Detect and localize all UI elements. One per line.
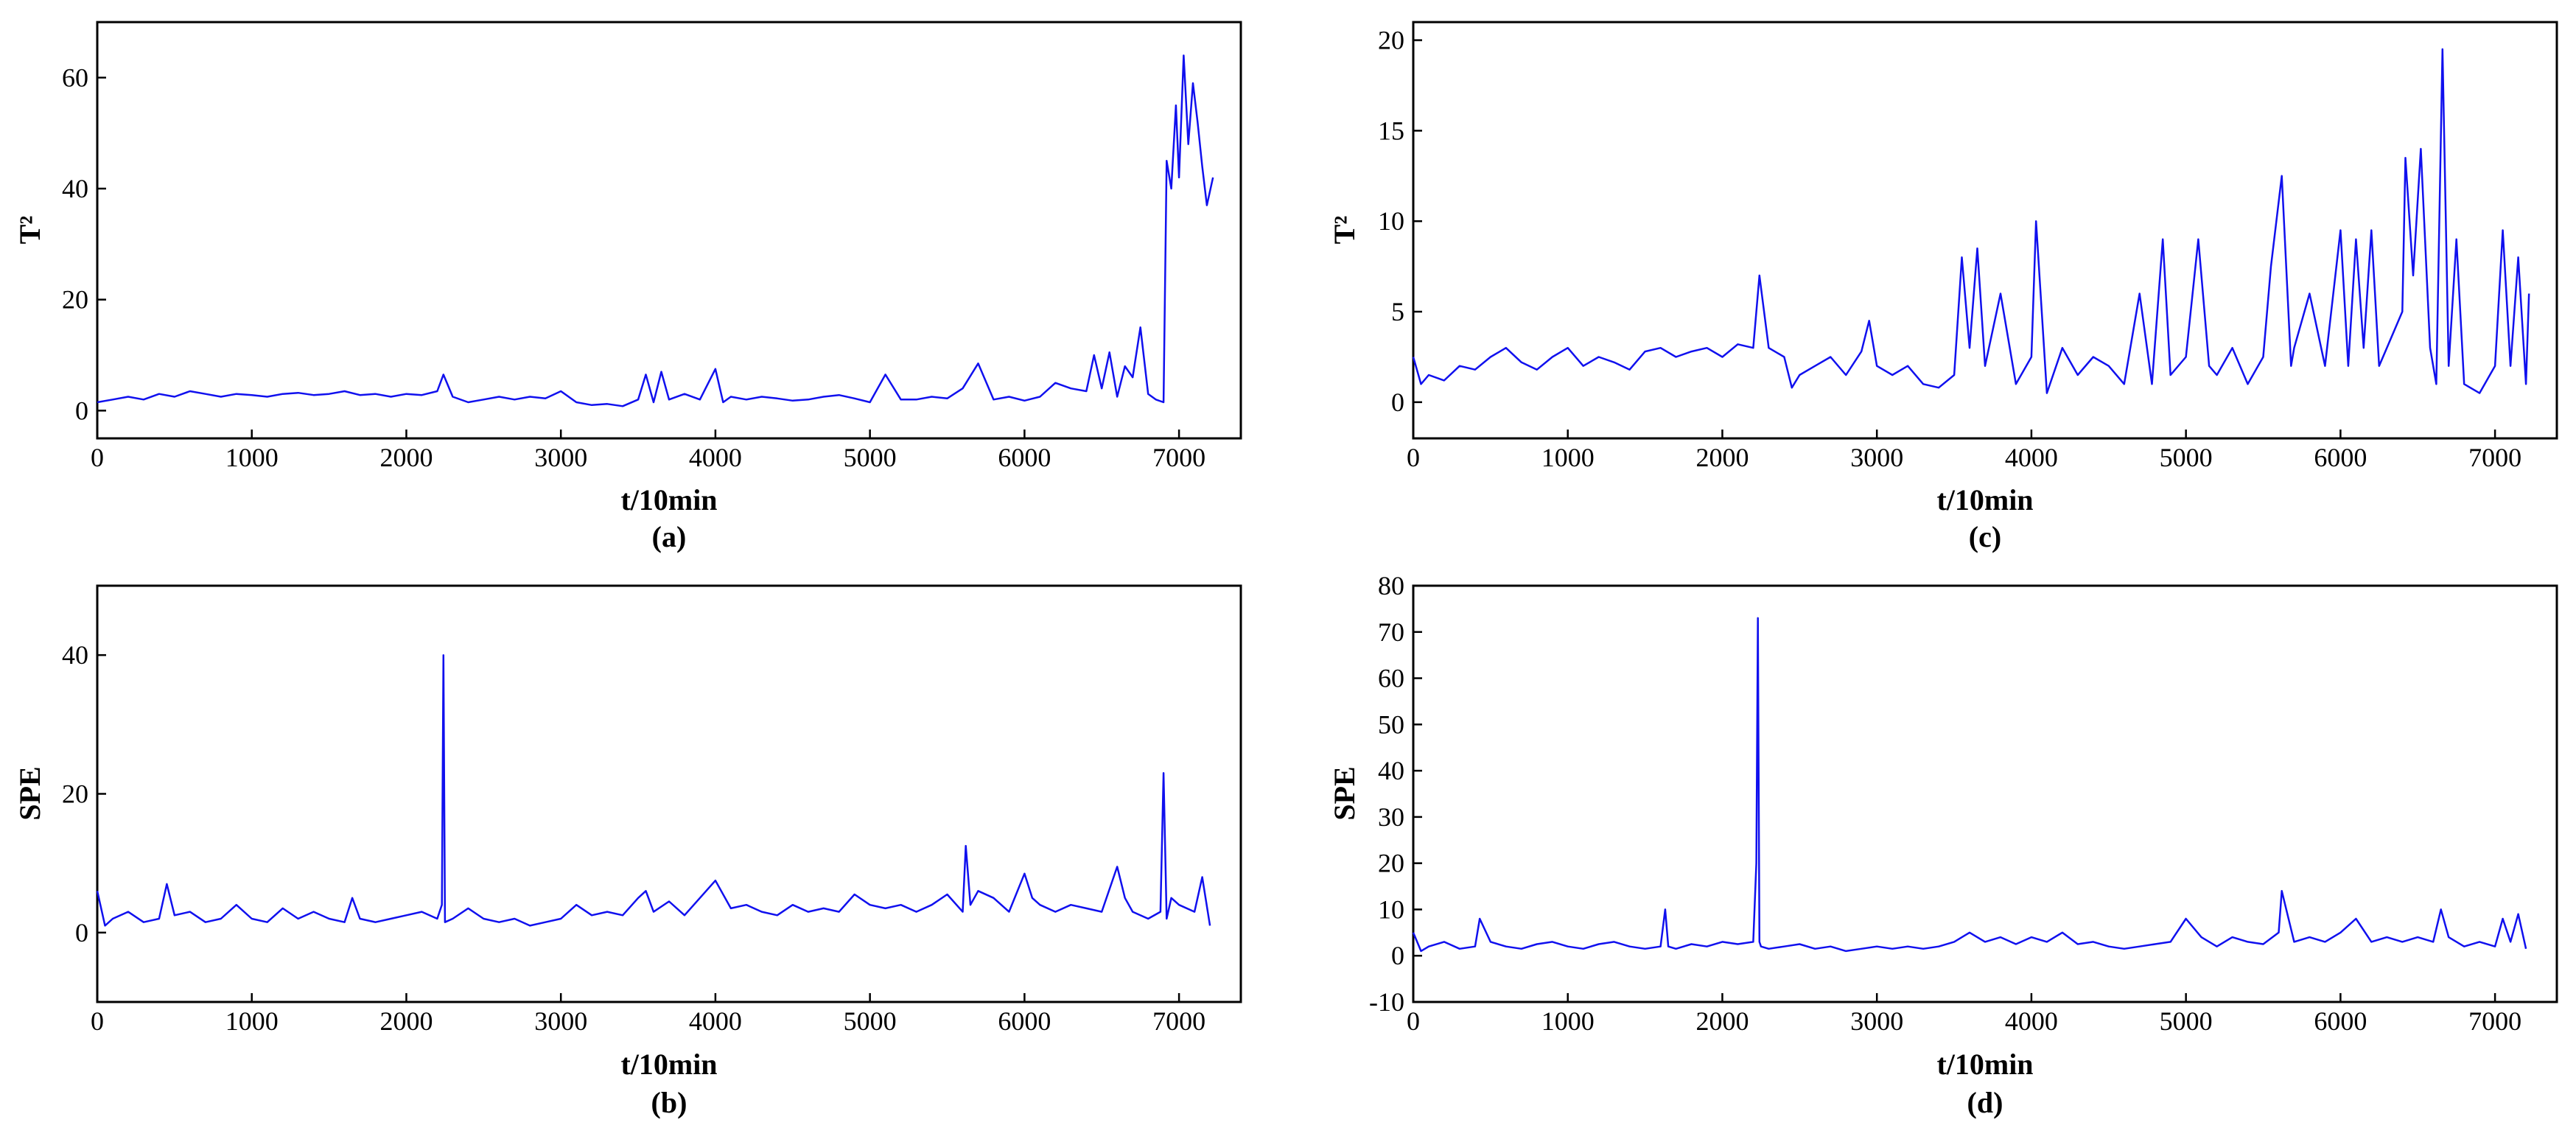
panel-label: (a)	[652, 520, 687, 553]
x-tick-label: 2000	[1695, 443, 1749, 472]
x-tick-label: 0	[91, 1006, 104, 1036]
x-axis-ticks: 0 1000 2000 3000 4000 5000 6000 7000	[91, 993, 1205, 1036]
x-axis-ticks: 0 1000 2000 3000 4000 5000 6000 7000	[91, 430, 1205, 472]
y-tick-label: 20	[62, 779, 88, 809]
x-tick-label: 7000	[1152, 1006, 1205, 1036]
y-tick-label: 0	[75, 918, 88, 947]
x-tick-label: 3000	[534, 1006, 587, 1036]
x-tick-label: 0	[91, 443, 104, 472]
y-tick-label: 60	[1378, 664, 1404, 693]
y-axis-title: SPE	[1328, 766, 1361, 820]
x-tick-label: 1000	[225, 1006, 279, 1036]
y-tick-label: 5	[1391, 297, 1404, 326]
x-tick-label: 0	[1407, 1006, 1420, 1036]
plot-frame	[1412, 584, 2558, 1003]
x-tick-label: 2000	[1695, 1006, 1749, 1036]
x-tick-label: 2000	[379, 1006, 433, 1036]
y-tick-label: 0	[1391, 388, 1404, 417]
x-tick-label: 4000	[2005, 1006, 2058, 1036]
y-tick-label: 20	[62, 285, 88, 315]
x-tick-label: 7000	[1152, 443, 1205, 472]
panel-label: (d)	[1967, 1086, 2003, 1119]
plot-frame	[1412, 21, 2558, 440]
x-tick-label: 6000	[2314, 443, 2367, 472]
x-tick-label: 3000	[534, 443, 587, 472]
y-tick-label: 80	[1378, 571, 1404, 600]
y-tick-label: 40	[1378, 756, 1404, 785]
x-tick-label: 7000	[2468, 443, 2521, 472]
y-axis-ticks: 0 20 40 60	[62, 63, 106, 425]
y-tick-label: 60	[62, 63, 88, 92]
y-axis-ticks: -10 0 10 20 30 40 50 60 70 80	[1369, 571, 1422, 1017]
y-axis-ticks: 0 5 10 15 20	[1378, 26, 1422, 417]
y-axis-ticks: 0 20 40	[62, 640, 106, 947]
x-tick-label: 0	[1407, 443, 1420, 472]
t2-series-line	[1412, 48, 2530, 394]
plot-frame	[96, 584, 1242, 1003]
x-axis-title: t/10min	[1936, 483, 2033, 516]
x-tick-label: 6000	[2314, 1006, 2367, 1036]
x-tick-label: 1000	[1541, 1006, 1595, 1036]
spe-series-line	[96, 653, 1211, 927]
x-axis-ticks: 0 1000 2000 3000 4000 5000 6000 7000	[1407, 430, 2521, 472]
x-tick-label: 3000	[1850, 443, 1903, 472]
x-tick-label: 5000	[2160, 443, 2213, 472]
y-tick-label: -10	[1369, 987, 1404, 1017]
x-tick-label: 6000	[998, 1006, 1051, 1036]
panel-label: (c)	[1969, 520, 2001, 553]
x-tick-label: 5000	[844, 443, 897, 472]
panel-label: (b)	[651, 1086, 687, 1119]
x-tick-label: 4000	[689, 443, 742, 472]
x-tick-label: 5000	[2160, 1006, 2213, 1036]
panel-c: 0 1000 2000 3000 4000 5000 6000 7000 0 5 10 15 20 t…	[1328, 21, 2558, 553]
x-axis-title: t/10min	[620, 483, 717, 516]
x-tick-label: 4000	[689, 1006, 742, 1036]
panel-b: 0 1000 2000 3000 4000 5000 6000 7000 0 20 40 t/10…	[13, 584, 1242, 1119]
y-tick-label: 10	[1378, 206, 1404, 236]
x-tick-label: 3000	[1850, 1006, 1903, 1036]
x-tick-label: 6000	[998, 443, 1051, 472]
panel-a: 0 1000 2000 3000 4000 5000 6000 7000 0 20 40 60 t/…	[13, 21, 1242, 553]
y-axis-title: T²	[13, 216, 46, 245]
y-tick-label: 30	[1378, 802, 1404, 832]
y-tick-label: 15	[1378, 116, 1404, 145]
y-tick-label: 40	[62, 640, 88, 670]
x-axis-title: t/10min	[1936, 1048, 2033, 1081]
y-tick-label: 50	[1378, 709, 1404, 739]
plot-frame	[96, 21, 1242, 440]
y-tick-label: 20	[1378, 849, 1404, 878]
y-tick-label: 0	[1391, 941, 1404, 970]
y-tick-label: 40	[62, 174, 88, 203]
x-tick-label: 5000	[844, 1006, 897, 1036]
spe-series-line	[1412, 617, 2527, 953]
x-axis-ticks: 0 1000 2000 3000 4000 5000 6000 7000	[1407, 993, 2521, 1036]
x-axis-title: t/10min	[620, 1048, 717, 1081]
panel-d: 0 1000 2000 3000 4000 5000 6000 7000 -100102030…	[1328, 571, 2558, 1119]
x-tick-label: 4000	[2005, 443, 2058, 472]
x-tick-label: 1000	[1541, 443, 1595, 472]
x-tick-label: 1000	[225, 443, 279, 472]
x-tick-label: 2000	[379, 443, 433, 472]
y-tick-label: 0	[75, 396, 88, 425]
x-tick-label: 7000	[2468, 1006, 2521, 1036]
t2-series-line	[97, 54, 1214, 407]
y-tick-label: 20	[1378, 26, 1404, 55]
y-tick-label: 10	[1378, 894, 1404, 924]
y-axis-title: SPE	[13, 766, 46, 820]
y-tick-label: 70	[1378, 617, 1404, 647]
y-axis-title: T²	[1328, 216, 1361, 245]
